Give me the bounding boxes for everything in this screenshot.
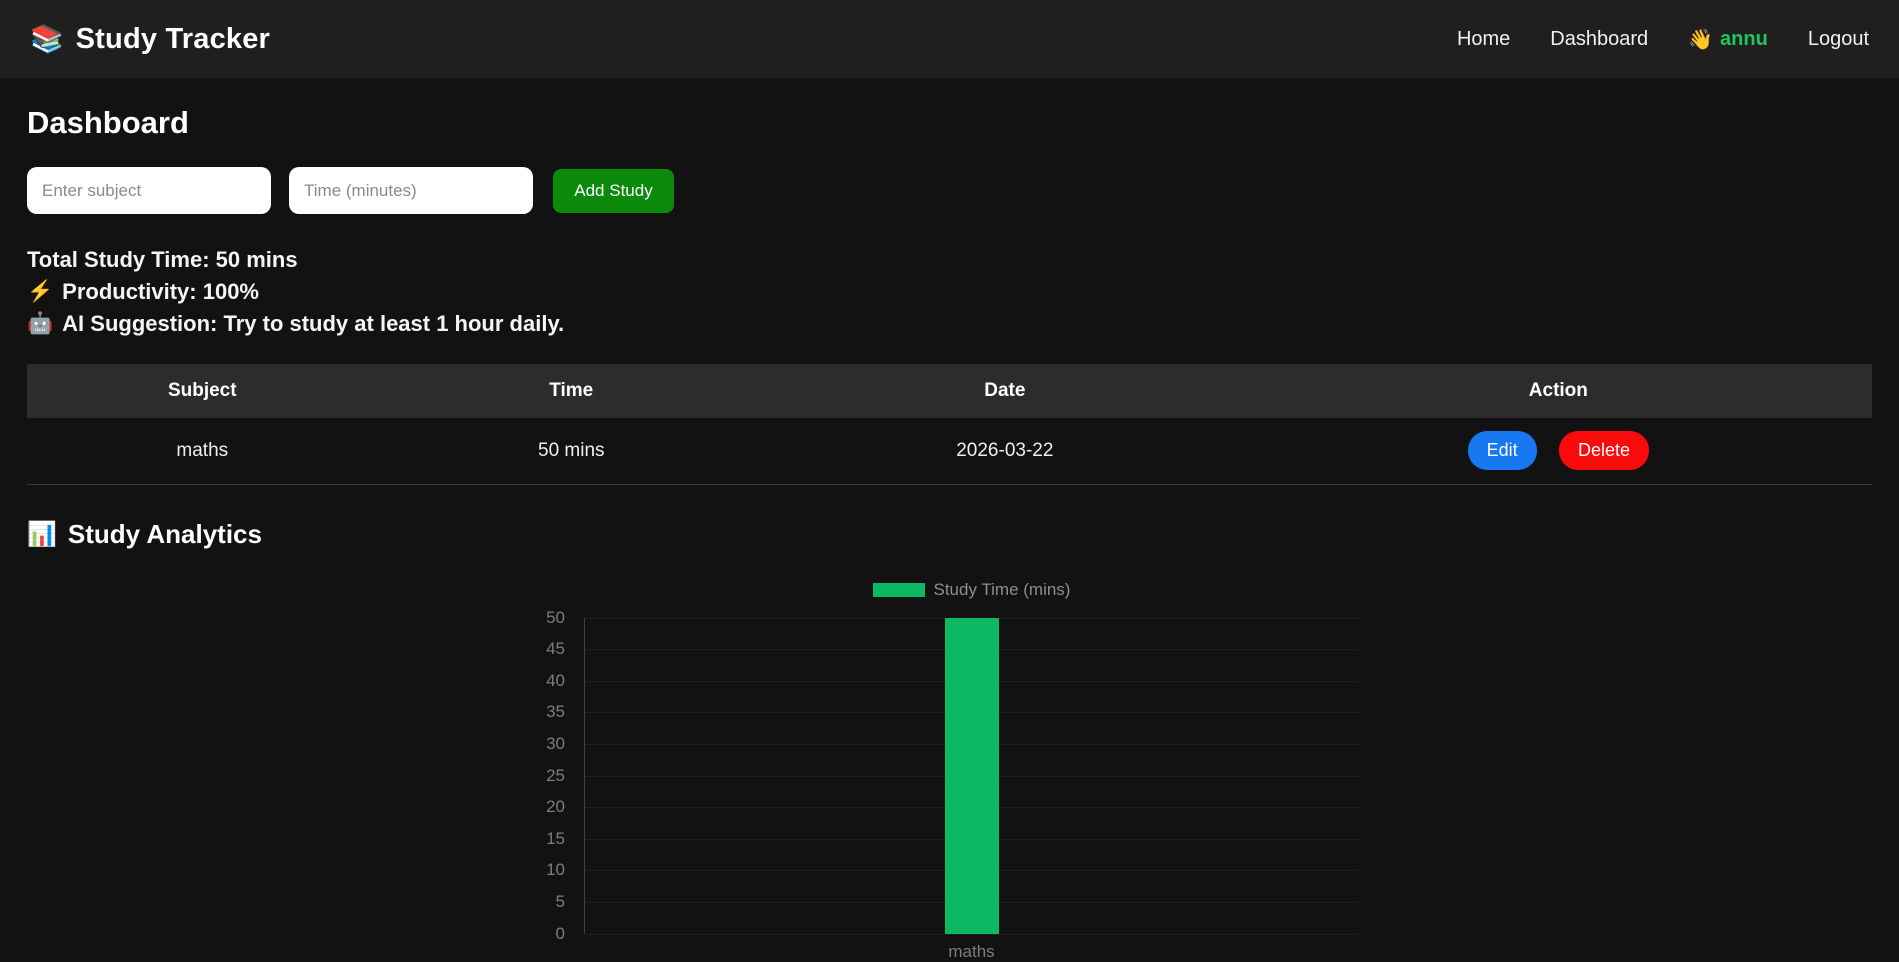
cell-date: 2026-03-22 xyxy=(764,418,1245,485)
y-axis-tick: 20 xyxy=(546,797,565,817)
y-axis-tick: 0 xyxy=(555,923,565,943)
header-action: Action xyxy=(1244,364,1872,418)
x-axis-label: maths xyxy=(948,941,995,961)
edit-button[interactable]: Edit xyxy=(1467,431,1537,471)
lightning-icon: ⚡ xyxy=(27,280,54,303)
logout-button[interactable]: Logout xyxy=(1807,27,1869,50)
y-axis-tick: 5 xyxy=(555,891,565,911)
bar-chart-icon: 📊 xyxy=(27,520,57,548)
username: annu xyxy=(1720,27,1768,50)
bar-maths[interactable] xyxy=(945,617,999,934)
y-axis-tick: 30 xyxy=(546,733,565,753)
nav-link-dashboard[interactable]: Dashboard xyxy=(1550,27,1649,50)
cell-time: 50 mins xyxy=(377,418,765,485)
table-header: Subject Time Date Action xyxy=(27,364,1872,418)
main-content: Dashboard Add Study Total Study Time: 50… xyxy=(0,105,1899,962)
y-axis-tick: 45 xyxy=(546,639,565,659)
header-time: Time xyxy=(377,364,765,418)
wave-icon: 👋 xyxy=(1688,28,1714,51)
analytics-title-text: Study Analytics xyxy=(67,518,262,549)
robot-icon: 🤖 xyxy=(27,312,54,335)
cell-action: Edit Delete xyxy=(1244,418,1872,485)
nav-links: Home Dashboard 👋 annu Logout xyxy=(1457,27,1869,52)
header-subject: Subject xyxy=(27,364,378,418)
legend-label: Study Time (mins) xyxy=(933,579,1071,599)
total-study-time-text: Total Study Time: 50 mins xyxy=(27,247,298,272)
chart-plot-area xyxy=(584,617,1359,935)
add-study-button[interactable]: Add Study xyxy=(553,168,674,213)
ai-suggestion: 🤖 AI Suggestion: Try to study at least 1… xyxy=(27,308,1872,340)
legend-swatch xyxy=(872,582,925,597)
productivity-text: Productivity: 100% xyxy=(62,279,259,304)
study-chart: Study Time (mins) 50 45 40 35 30 25 20 15 10 5 0 m… xyxy=(499,580,1404,962)
add-study-form: Add Study xyxy=(27,167,1872,214)
user-greeting: 👋 annu xyxy=(1688,27,1768,52)
nav-link-home[interactable]: Home xyxy=(1456,27,1511,50)
header-date: Date xyxy=(764,364,1245,418)
y-axis-tick: 35 xyxy=(546,702,565,722)
navbar: 📚 Study Tracker Home Dashboard 👋 annu Lo… xyxy=(0,0,1899,78)
subject-input[interactable] xyxy=(27,167,271,214)
time-input[interactable] xyxy=(289,167,533,214)
ai-suggestion-text: AI Suggestion: Try to study at least 1 h… xyxy=(62,311,565,336)
y-axis-tick: 40 xyxy=(546,670,565,690)
productivity: ⚡ Productivity: 100% xyxy=(27,276,1872,308)
cell-subject: maths xyxy=(27,418,378,485)
y-axis-tick: 15 xyxy=(546,828,565,848)
books-icon: 📚 xyxy=(30,23,64,54)
y-axis-tick: 10 xyxy=(546,860,565,880)
y-axis-tick: 25 xyxy=(546,765,565,785)
app-title: Study Tracker xyxy=(75,22,271,55)
page-title: Dashboard xyxy=(27,105,189,140)
y-axis-tick: 50 xyxy=(546,607,565,627)
chart-legend[interactable]: Study Time (mins) xyxy=(584,580,1359,600)
table-row: maths 50 mins 2026-03-22 Edit Delete xyxy=(27,418,1872,485)
delete-button[interactable]: Delete xyxy=(1558,431,1649,471)
study-table: Subject Time Date Action maths 50 mins 2… xyxy=(27,364,1872,485)
analytics-heading: 📊 Study Analytics xyxy=(27,519,1872,550)
stats-block: Total Study Time: 50 mins ⚡ Productivity… xyxy=(27,244,1872,340)
gridline xyxy=(585,933,1359,935)
total-study-time: Total Study Time: 50 mins xyxy=(27,244,1872,276)
brand: 📚 Study Tracker xyxy=(30,23,270,56)
